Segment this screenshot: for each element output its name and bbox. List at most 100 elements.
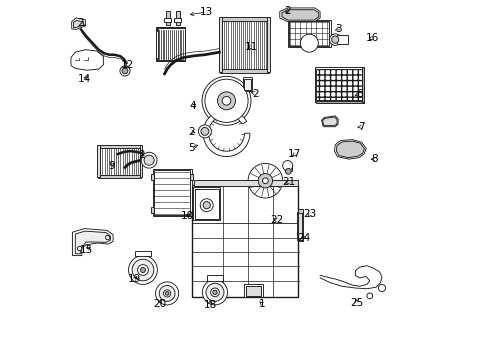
Bar: [99, 147, 140, 177]
Bar: [362, 67, 364, 102]
Bar: [175, 11, 180, 25]
Text: 7: 7: [357, 122, 364, 132]
Text: 14: 14: [78, 74, 91, 84]
Circle shape: [132, 259, 153, 281]
Circle shape: [165, 292, 168, 295]
Bar: [152, 169, 191, 216]
Circle shape: [378, 284, 385, 292]
Circle shape: [141, 152, 157, 168]
Bar: [297, 212, 303, 240]
Bar: [220, 69, 268, 73]
Circle shape: [202, 76, 250, 125]
Bar: [219, 17, 222, 72]
Circle shape: [163, 290, 170, 297]
Bar: [157, 58, 185, 61]
Polygon shape: [282, 10, 318, 20]
Bar: [288, 21, 328, 46]
Text: 19: 19: [128, 274, 141, 284]
Bar: [194, 180, 297, 186]
Text: 22: 22: [270, 215, 283, 225]
Bar: [165, 11, 170, 25]
Circle shape: [140, 267, 145, 273]
Polygon shape: [75, 231, 110, 254]
Circle shape: [300, 34, 318, 52]
Polygon shape: [279, 8, 320, 22]
Circle shape: [105, 235, 110, 240]
Bar: [98, 145, 141, 148]
Polygon shape: [73, 21, 83, 28]
Bar: [206, 275, 223, 281]
Text: 2: 2: [138, 150, 145, 160]
Circle shape: [128, 256, 157, 284]
Bar: [192, 185, 298, 297]
Circle shape: [222, 96, 230, 105]
Text: 3: 3: [334, 24, 341, 34]
Bar: [243, 77, 251, 91]
Bar: [314, 67, 363, 102]
Circle shape: [217, 92, 235, 110]
Bar: [174, 18, 181, 22]
Text: 21: 21: [282, 177, 295, 187]
Polygon shape: [72, 18, 85, 30]
Bar: [157, 27, 185, 31]
Text: 11: 11: [244, 42, 258, 52]
Text: 25: 25: [349, 298, 363, 308]
Text: 16: 16: [365, 33, 378, 43]
Circle shape: [144, 155, 154, 165]
Bar: [245, 286, 261, 296]
Bar: [297, 238, 302, 241]
Text: 9: 9: [108, 161, 114, 171]
Bar: [220, 17, 268, 21]
Text: 20: 20: [153, 299, 166, 309]
Text: 1: 1: [259, 299, 265, 309]
Text: 2: 2: [284, 6, 290, 16]
Bar: [337, 35, 347, 44]
Bar: [190, 174, 193, 180]
Bar: [285, 164, 291, 171]
Circle shape: [285, 168, 291, 174]
Polygon shape: [336, 141, 364, 158]
Circle shape: [202, 280, 227, 305]
Bar: [158, 28, 184, 60]
Circle shape: [210, 288, 219, 297]
Bar: [151, 174, 153, 180]
Text: 18: 18: [203, 300, 217, 310]
Bar: [98, 175, 141, 178]
Bar: [297, 209, 302, 213]
Text: 4: 4: [188, 101, 195, 111]
Polygon shape: [72, 229, 113, 256]
Bar: [193, 187, 220, 220]
Bar: [134, 251, 151, 256]
Bar: [140, 145, 142, 177]
Polygon shape: [71, 50, 103, 70]
Circle shape: [200, 199, 213, 212]
Circle shape: [120, 66, 130, 76]
Polygon shape: [322, 117, 336, 126]
Text: 2: 2: [77, 18, 84, 28]
Bar: [244, 284, 262, 297]
Circle shape: [212, 290, 217, 294]
Bar: [244, 79, 250, 90]
Text: 12: 12: [121, 60, 134, 70]
Text: 23: 23: [303, 209, 316, 219]
Bar: [266, 17, 269, 72]
Text: 8: 8: [371, 154, 377, 164]
Text: 17: 17: [288, 149, 301, 159]
Bar: [153, 170, 189, 215]
Text: 6: 6: [356, 89, 362, 99]
Bar: [97, 145, 100, 177]
Text: 10: 10: [180, 211, 193, 221]
Text: 15: 15: [80, 245, 93, 255]
Circle shape: [205, 283, 224, 301]
Circle shape: [258, 174, 272, 188]
Text: 5: 5: [188, 143, 195, 153]
Bar: [315, 101, 364, 103]
Bar: [298, 212, 302, 240]
Circle shape: [203, 202, 210, 209]
Circle shape: [329, 34, 340, 45]
Text: 13: 13: [200, 7, 213, 17]
Bar: [151, 207, 153, 213]
Bar: [194, 189, 218, 219]
Bar: [156, 27, 185, 61]
Circle shape: [201, 127, 208, 135]
